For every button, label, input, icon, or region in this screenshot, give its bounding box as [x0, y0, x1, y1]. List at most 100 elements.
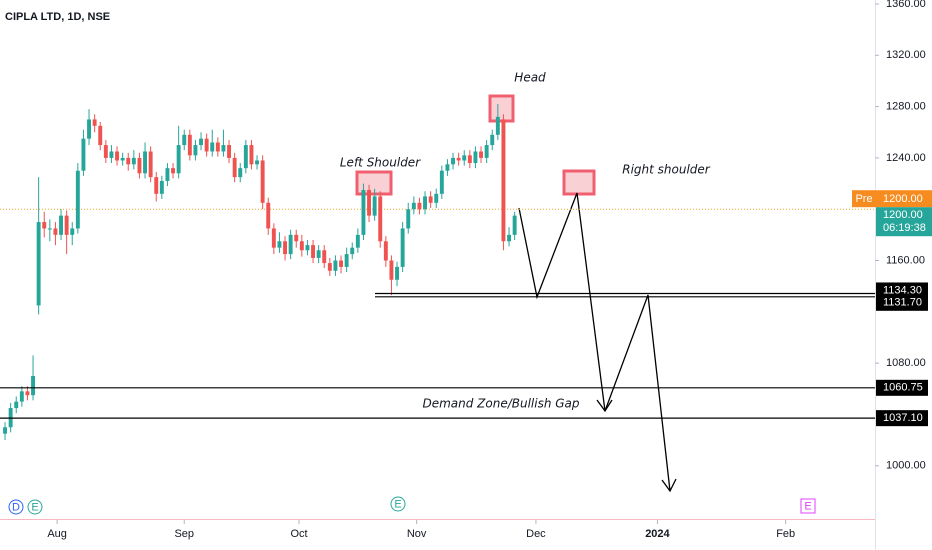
y-tick-label: 1320.00	[886, 49, 926, 61]
candle-body	[367, 189, 371, 216]
candle-body	[355, 234, 360, 248]
candle-body	[417, 202, 422, 210]
candle-body	[92, 119, 97, 126]
candle-body	[411, 202, 416, 210]
candle-body	[260, 160, 265, 203]
y-tick-label: 1360.00	[886, 0, 926, 10]
candle-body	[171, 168, 175, 174]
candle-body	[159, 180, 164, 194]
candle-body	[199, 138, 203, 146]
candle-body	[479, 151, 483, 158]
candle-body	[232, 157, 237, 178]
x-tick-label: Oct	[290, 528, 307, 540]
candle-body	[473, 151, 478, 164]
candle-body	[271, 228, 276, 248]
candle-body	[423, 196, 427, 210]
level-label: 1037.10	[883, 412, 923, 424]
candle-body	[434, 193, 439, 203]
candle-body	[115, 151, 119, 161]
right-shoulder-box	[562, 169, 596, 196]
annotation: Left Shoulder	[340, 156, 421, 170]
level-label-bg	[876, 379, 928, 396]
last-price: 1200.00	[883, 209, 923, 221]
event-icon[interactable]	[390, 496, 406, 512]
last-price-bg	[876, 207, 932, 237]
candle-body	[277, 241, 282, 248]
candle-body	[131, 157, 136, 165]
candle-body	[25, 391, 30, 396]
x-tick-label: Feb	[776, 528, 795, 540]
candle-body	[372, 196, 377, 216]
candle-body	[501, 119, 506, 242]
candle-body	[243, 145, 248, 169]
candle-body	[484, 145, 489, 158]
candle-body	[70, 228, 75, 235]
pre-tag-bg	[852, 190, 876, 208]
candle-body	[507, 234, 511, 242]
pre-price: 1200.00	[883, 193, 923, 205]
projection-path	[518, 192, 606, 412]
candle-body	[87, 119, 91, 139]
candle-body	[255, 160, 259, 165]
candle-body	[187, 134, 192, 156]
candle-body	[103, 145, 108, 158]
candle-body	[445, 164, 450, 171]
annotation: Demand Zone/Bullish Gap	[422, 397, 579, 411]
y-tick-label: 1160.00	[886, 254, 925, 266]
arrow-head	[661, 478, 677, 493]
candle-body	[59, 215, 63, 235]
candle-body	[428, 196, 433, 203]
x-tick-label: Sep	[174, 528, 194, 540]
candle-body	[154, 177, 159, 194]
annotation: Head	[514, 71, 546, 85]
candle-body	[406, 209, 411, 229]
candle-body	[98, 125, 103, 146]
candle-body	[221, 145, 226, 152]
level-label-bg	[876, 410, 928, 427]
candle-body	[109, 151, 114, 158]
event-label[interactable]: D	[12, 501, 20, 513]
candle-body	[288, 234, 293, 255]
event-label[interactable]: E	[31, 501, 38, 513]
candle-body	[322, 250, 327, 264]
x-tick-label: Dec	[526, 528, 546, 540]
candle-body	[210, 142, 215, 152]
candle-body	[311, 245, 315, 258]
y-tick-label: 1280.00	[886, 100, 926, 112]
left-shoulder-box	[355, 170, 393, 196]
candle-body	[53, 228, 58, 235]
y-tick-label: 1080.00	[886, 357, 926, 369]
event-icon[interactable]	[8, 499, 24, 515]
candle-body	[305, 245, 310, 251]
event-icon[interactable]	[27, 499, 43, 515]
candle-body	[148, 151, 153, 178]
candle-body	[137, 157, 142, 174]
candle-body	[47, 228, 52, 230]
candle-body	[467, 155, 472, 164]
head-box	[488, 94, 515, 123]
candle-body	[462, 155, 467, 161]
candle-body	[126, 157, 131, 165]
y-tick-label: 1240.00	[886, 152, 926, 164]
x-tick-label: 2024	[645, 528, 670, 540]
candle-body	[81, 138, 86, 171]
candle-body	[75, 170, 80, 229]
event-icon[interactable]	[800, 498, 816, 514]
event-label[interactable]: E	[394, 498, 401, 510]
chart-title: CIPLA LTD, 1D, NSE	[5, 11, 110, 23]
candle-body	[400, 228, 405, 267]
candle-body	[120, 157, 125, 161]
event-label[interactable]: E	[804, 500, 811, 512]
candle-body	[42, 222, 47, 229]
y-tick-label: 1000.00	[886, 460, 926, 472]
candle-body	[36, 222, 41, 306]
projection-path	[604, 294, 671, 492]
candle-body	[389, 260, 394, 280]
candle-body	[3, 427, 7, 434]
candle-body	[165, 168, 170, 181]
candle-body	[361, 189, 366, 235]
level-label-bg	[876, 294, 928, 311]
candle-body	[193, 145, 198, 156]
